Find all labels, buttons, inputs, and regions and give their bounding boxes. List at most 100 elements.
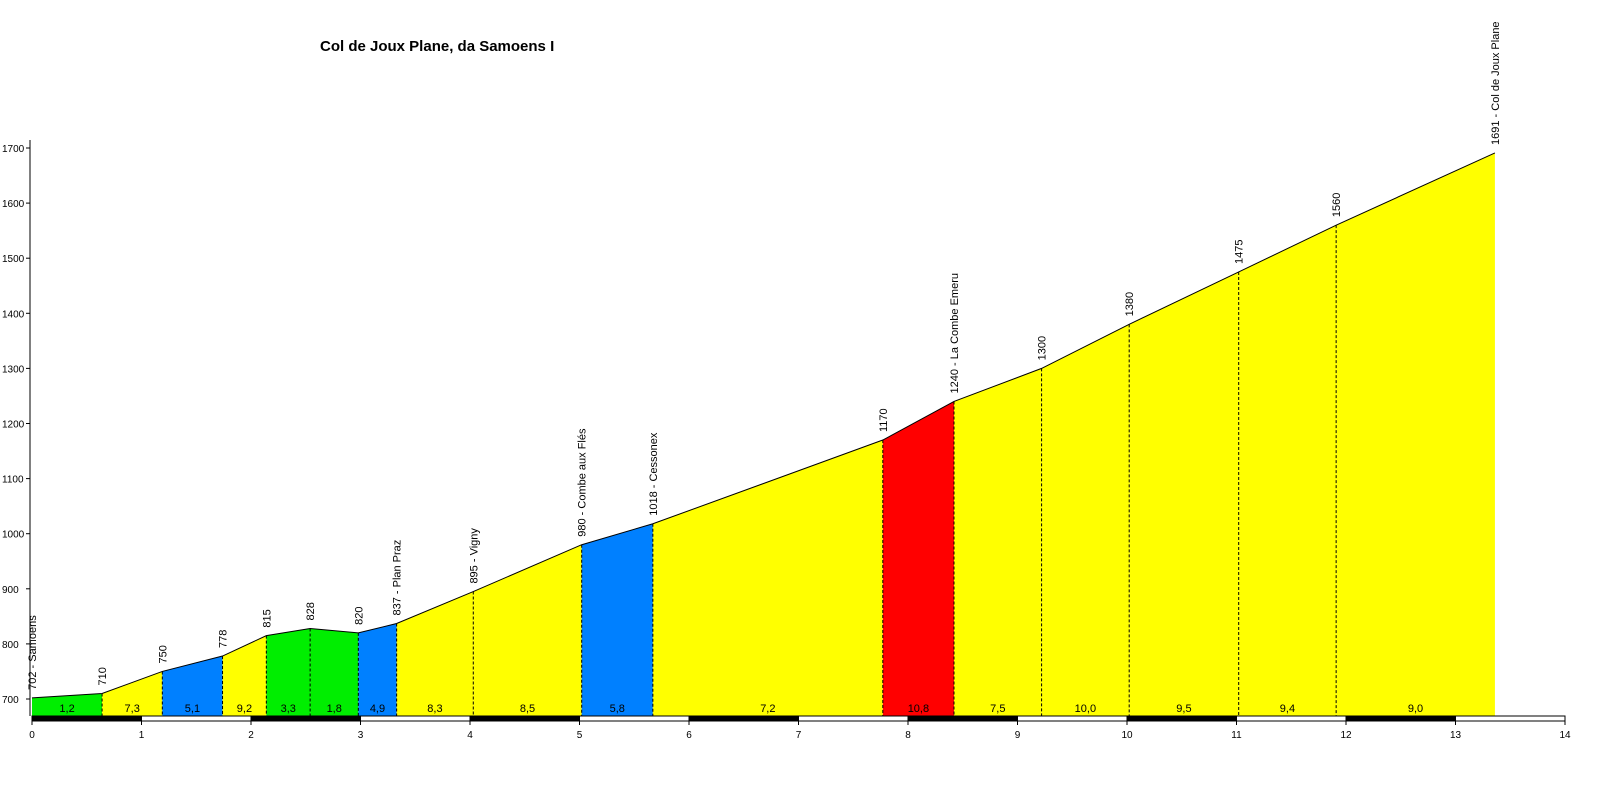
segment-area — [310, 628, 359, 716]
scale-bar-block — [1126, 715, 1237, 722]
x-tick-label: 2 — [248, 730, 254, 741]
x-tick-label: 4 — [467, 730, 473, 741]
scale-bar-block — [798, 715, 909, 722]
y-tick-label: 1400 — [2, 309, 25, 320]
y-tick-label: 1600 — [2, 199, 25, 210]
y-tick-label: 700 — [2, 695, 19, 706]
segment-area — [222, 635, 267, 716]
x-tick-label: 5 — [577, 730, 583, 741]
y-tick-label: 900 — [2, 585, 19, 596]
point-label: 815 — [261, 609, 273, 627]
profile-outline — [31, 152, 1496, 699]
segment-areas — [32, 152, 1495, 717]
point-label: 820 — [353, 607, 365, 625]
scale-bar-block — [141, 715, 252, 722]
x-tick-label: 9 — [1015, 730, 1021, 741]
gradient-label: 8,5 — [520, 703, 535, 715]
gradient-labels: 1,2 7,3 5,1 9,2 3,3 1,8 4,9 8,3 8,5 5,8 7,2 10,8 7,5… — [59, 703, 1423, 715]
distance-scale-bar — [31, 715, 1566, 722]
scale-bar-block — [579, 715, 690, 722]
scale-bar-block — [1236, 715, 1347, 722]
scale-bar-block — [907, 715, 1018, 722]
segment-area — [162, 656, 223, 716]
gradient-label: 3,3 — [281, 703, 296, 715]
segment-area — [396, 591, 474, 716]
segment-area — [473, 544, 582, 716]
gradient-label: 7,3 — [125, 703, 140, 715]
x-tick-label: 10 — [1121, 730, 1133, 741]
point-label: 1170 — [878, 408, 890, 432]
segment-area — [1041, 324, 1130, 716]
gradient-label: 8,3 — [427, 703, 442, 715]
segment-area — [1336, 152, 1495, 717]
gradient-label: 9,0 — [1408, 703, 1423, 715]
point-label: 1018 - Cessonex — [648, 432, 660, 516]
y-tick-label: 800 — [2, 640, 19, 651]
segment-area — [266, 628, 311, 716]
segment-area — [358, 623, 397, 716]
point-label: 837 - Plan Praz — [392, 540, 404, 616]
x-tick-label: 11 — [1231, 730, 1242, 741]
axes: 7008009001000110012001300140015001600170… — [2, 140, 1571, 741]
y-tick-label: 1200 — [2, 420, 25, 431]
gradient-label: 10,8 — [908, 703, 929, 715]
gradient-label: 1,8 — [327, 703, 342, 715]
x-tick-label: 7 — [796, 730, 802, 741]
scale-bar-block — [360, 715, 471, 722]
x-tick-label: 12 — [1340, 730, 1352, 741]
scale-bar-block — [469, 715, 580, 722]
segment-area — [1238, 225, 1337, 716]
x-tick-label: 0 — [29, 730, 35, 741]
point-label: 895 - Vigny — [468, 528, 480, 584]
gradient-label: 5,8 — [610, 703, 625, 715]
point-label: 980 - Combe aux Flés — [577, 428, 589, 537]
x-tick-label: 3 — [358, 730, 364, 741]
gradient-label: 1,2 — [59, 703, 74, 715]
profile-line — [31, 152, 1496, 699]
x-tick-label: 8 — [905, 730, 911, 741]
y-tick-label: 1500 — [2, 254, 25, 265]
x-tick-label: 14 — [1559, 730, 1571, 741]
point-label: 710 — [97, 667, 109, 685]
scale-bar-block — [1345, 715, 1456, 722]
point-label: 1240 - La Combe Emeru — [949, 273, 961, 393]
point-label: 1380 — [1124, 292, 1136, 316]
scale-bar-block — [688, 715, 799, 722]
segment-dividers — [101, 225, 1337, 716]
point-label: 1300 — [1037, 336, 1049, 360]
scale-bar-block — [31, 715, 142, 722]
point-label: 778 — [218, 630, 230, 648]
segment-area — [652, 440, 883, 716]
x-tick-label: 6 — [686, 730, 692, 741]
gradient-label: 10,0 — [1075, 703, 1096, 715]
point-label: 828 — [305, 602, 317, 620]
point-label: 1560 — [1331, 193, 1343, 217]
gradient-label: 4,9 — [370, 703, 385, 715]
segment-area — [581, 523, 653, 716]
y-tick-label: 1700 — [2, 144, 25, 155]
y-tick-label: 1000 — [2, 530, 25, 541]
gradient-label: 5,1 — [185, 703, 200, 715]
point-label: 1691 - Col de Joux Plane — [1490, 21, 1502, 145]
point-labels: 702 - Samoens 710 750 778 815 828 820 837 - Pla… — [27, 21, 1502, 689]
y-tick-label: 1300 — [2, 364, 25, 375]
point-label: 702 - Samoens — [27, 615, 39, 690]
point-label: 1475 — [1234, 239, 1246, 263]
point-label: 750 — [157, 645, 169, 663]
segment-area — [882, 401, 954, 716]
gradient-label: 7,2 — [760, 703, 775, 715]
x-tick-label: 13 — [1450, 730, 1462, 741]
scale-bar-block — [1455, 715, 1566, 722]
gradient-label: 7,5 — [990, 703, 1005, 715]
scale-bar-block — [250, 715, 361, 722]
segment-area — [1129, 271, 1239, 716]
scale-bar-block — [1017, 715, 1128, 722]
segment-area — [32, 693, 103, 716]
gradient-label: 9,2 — [237, 703, 252, 715]
y-tick-label: 1100 — [2, 475, 24, 486]
chart-title: Col de Joux Plane, da Samoens I — [320, 38, 555, 55]
gradient-label: 9,5 — [1176, 703, 1191, 715]
segment-area — [953, 368, 1042, 716]
x-tick-label: 1 — [139, 730, 145, 741]
